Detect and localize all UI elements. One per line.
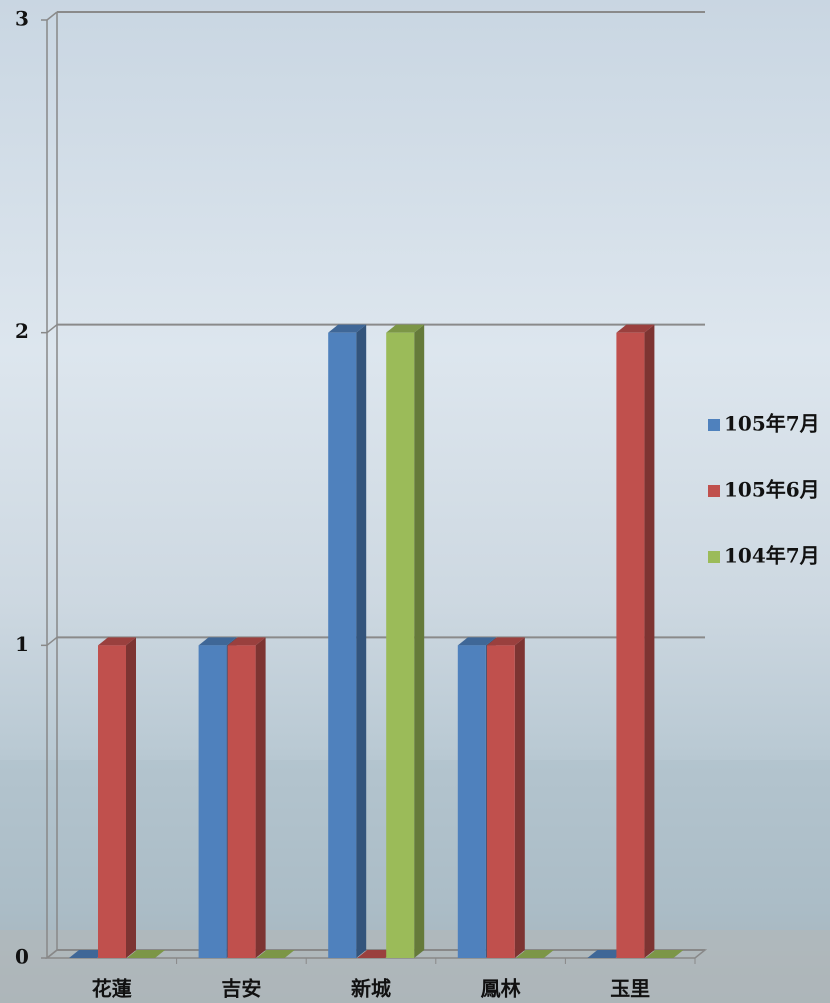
bar xyxy=(386,332,415,959)
grid-line-side xyxy=(46,11,58,21)
y-tick-label: 0 xyxy=(15,945,29,969)
bar-top xyxy=(587,950,626,958)
bar xyxy=(98,645,126,958)
bar-top xyxy=(98,637,136,646)
bar-side xyxy=(514,637,525,958)
bar xyxy=(486,645,515,958)
bar-top xyxy=(127,950,165,958)
legend-label: 105年6月 xyxy=(724,478,820,502)
bar-top xyxy=(256,950,295,958)
y-tick-label: 2 xyxy=(15,319,29,343)
x-tick-label: 玉里 xyxy=(610,977,650,1001)
bar-top xyxy=(645,950,684,958)
bar xyxy=(328,332,357,959)
legend-swatch xyxy=(708,485,720,497)
bar-top xyxy=(357,950,396,958)
bar xyxy=(227,645,256,958)
legend-swatch xyxy=(708,551,720,563)
grid-line-side xyxy=(46,636,58,646)
bar xyxy=(616,332,645,959)
legend-swatch xyxy=(708,419,720,431)
bar-top xyxy=(486,637,525,646)
x-tick-label: 花蓮 xyxy=(92,977,132,1001)
grid-line-side xyxy=(46,324,58,334)
bar-side xyxy=(644,324,655,959)
y-tick-label: 3 xyxy=(15,7,29,31)
bar xyxy=(198,645,227,958)
bar-side xyxy=(126,637,136,958)
bar-top xyxy=(515,950,554,958)
x-tick-label: 新城 xyxy=(351,977,391,1001)
bar-side xyxy=(255,637,266,958)
y-tick-label: 1 xyxy=(15,632,29,656)
bar-top xyxy=(198,637,237,646)
bar-side xyxy=(414,324,425,959)
bar-top xyxy=(227,637,266,646)
bar-top xyxy=(69,950,107,958)
bar-top xyxy=(457,637,496,646)
bar-top xyxy=(616,324,655,333)
bar-top xyxy=(328,324,367,333)
x-tick-label: 吉安 xyxy=(221,977,261,1001)
bar-side xyxy=(356,324,367,959)
bar-top xyxy=(386,324,425,333)
bar xyxy=(457,645,486,958)
legend-label: 105年7月 xyxy=(724,412,820,436)
legend-label: 104年7月 xyxy=(724,544,820,568)
x-tick-label: 鳳林 xyxy=(481,977,521,1001)
